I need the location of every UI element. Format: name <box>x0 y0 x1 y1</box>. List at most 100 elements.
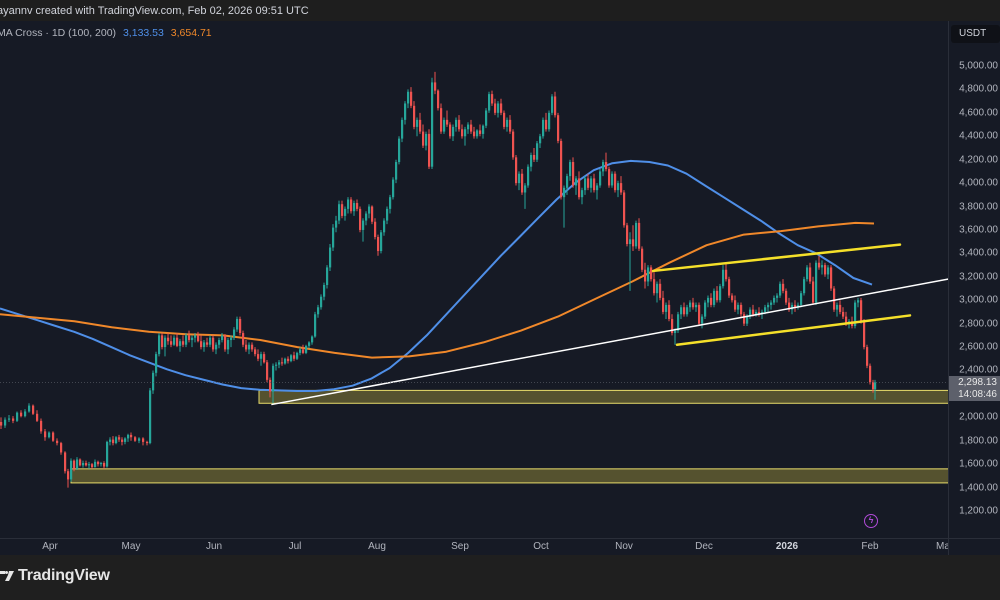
candle-body <box>860 300 863 322</box>
candle-body <box>593 178 596 191</box>
candle-body <box>254 349 257 355</box>
candle-body <box>449 124 452 137</box>
candle-body <box>668 304 671 319</box>
candle-body <box>533 155 536 160</box>
time-axis[interactable]: Apr May Jun Jul Aug Sep Oct Nov Dec 2026 Feb Ma <box>0 538 950 555</box>
candle-body <box>287 358 290 362</box>
candle-body <box>338 204 341 221</box>
candle-body <box>653 279 656 294</box>
candle-body <box>734 300 737 310</box>
candle-body <box>659 283 662 298</box>
chart-pane[interactable] <box>0 21 948 538</box>
candle-body <box>404 103 407 120</box>
candle-body <box>767 304 770 308</box>
candle-body <box>326 267 329 285</box>
candle-body <box>788 302 791 310</box>
candle-body <box>470 124 473 132</box>
candle-body <box>24 411 27 417</box>
candle-body <box>269 379 272 392</box>
time-tick: Feb <box>861 541 879 552</box>
lightning-event-icon[interactable]: ϟ <box>864 514 878 528</box>
candle-body <box>551 96 554 113</box>
candle-body <box>395 162 398 180</box>
candle-body <box>707 297 710 303</box>
candle-body <box>440 108 443 132</box>
price-axis[interactable]: 5,000.00 4,800.00 4,600.00 4,400.00 4,200.00… <box>948 21 1000 538</box>
last-price-label: 2,298.13 14:08:46 <box>949 376 1000 401</box>
trendline <box>271 278 948 406</box>
candle-body <box>725 269 728 280</box>
candle-body <box>854 302 857 326</box>
candle-body <box>791 304 794 310</box>
candle-body <box>500 103 503 113</box>
candle-body <box>272 365 275 392</box>
candle-body <box>161 335 164 348</box>
candle-body <box>530 155 533 167</box>
candle-body <box>266 362 269 380</box>
candle-body <box>698 304 701 324</box>
footer: TradingView <box>0 555 1000 600</box>
candle-body <box>566 176 569 188</box>
candle-body <box>224 335 227 350</box>
candle-body <box>386 208 389 221</box>
candle-body <box>290 355 293 362</box>
candle-body <box>740 304 743 315</box>
candle-body <box>671 318 674 334</box>
candle-body <box>506 119 509 127</box>
price-tick: 1,800.00 <box>959 435 998 447</box>
candle-body <box>392 179 395 198</box>
candle-body <box>437 90 440 109</box>
candle-body <box>560 140 563 198</box>
price-tick: 3,400.00 <box>959 247 998 259</box>
candle-body <box>221 335 224 341</box>
candle-body <box>521 173 524 193</box>
candle-body <box>608 169 611 186</box>
candle-body <box>260 354 263 359</box>
candle-body <box>815 262 818 303</box>
candle-body <box>20 412 23 417</box>
candle-body <box>251 344 254 350</box>
candle-body <box>281 362 284 364</box>
candle-body <box>167 337 170 342</box>
candle-body <box>371 206 374 222</box>
candle-body <box>641 248 644 270</box>
candle-body <box>458 119 461 130</box>
candle-body <box>134 437 137 441</box>
candle-body <box>158 335 161 355</box>
creator-credit: ayannv created with TradingView.com, Feb… <box>0 5 309 17</box>
candle-body <box>446 119 449 125</box>
price-tick: 1,600.00 <box>959 458 998 470</box>
candle-body <box>88 464 91 466</box>
candle-body <box>12 418 15 421</box>
currency-selector[interactable]: USDT <box>951 25 1000 43</box>
price-tick: 1,200.00 <box>959 505 998 517</box>
candle-body <box>542 119 545 137</box>
candle-body <box>407 91 410 104</box>
candle-body <box>665 304 668 312</box>
candle-body <box>155 354 158 373</box>
candle-body <box>305 345 308 353</box>
support-zone <box>70 468 948 484</box>
price-tick: 2,400.00 <box>959 364 998 376</box>
candle-body <box>362 220 365 230</box>
candle-body <box>398 138 401 163</box>
candle-body <box>278 362 281 365</box>
price-tick: 4,600.00 <box>959 107 998 119</box>
time-tick: 2026 <box>775 541 799 552</box>
candle-body <box>758 311 761 315</box>
indicator-legend[interactable]: MA Cross · 1D (100, 200) 3,133.53 3,654.… <box>0 27 212 39</box>
candle-body <box>464 129 467 137</box>
price-chart-canvas[interactable] <box>0 21 948 538</box>
candle-body <box>743 314 746 324</box>
candle-body <box>91 464 94 468</box>
price-tick: 4,200.00 <box>959 154 998 166</box>
candle-body <box>749 309 752 317</box>
candle-body <box>644 269 647 282</box>
candle-body <box>121 439 124 442</box>
candle-body <box>215 344 218 350</box>
ma-100-line <box>0 159 873 392</box>
candle-body <box>629 239 632 245</box>
candle-body <box>491 94 494 104</box>
candle-body <box>455 119 458 127</box>
time-tick: Sep <box>451 541 469 552</box>
